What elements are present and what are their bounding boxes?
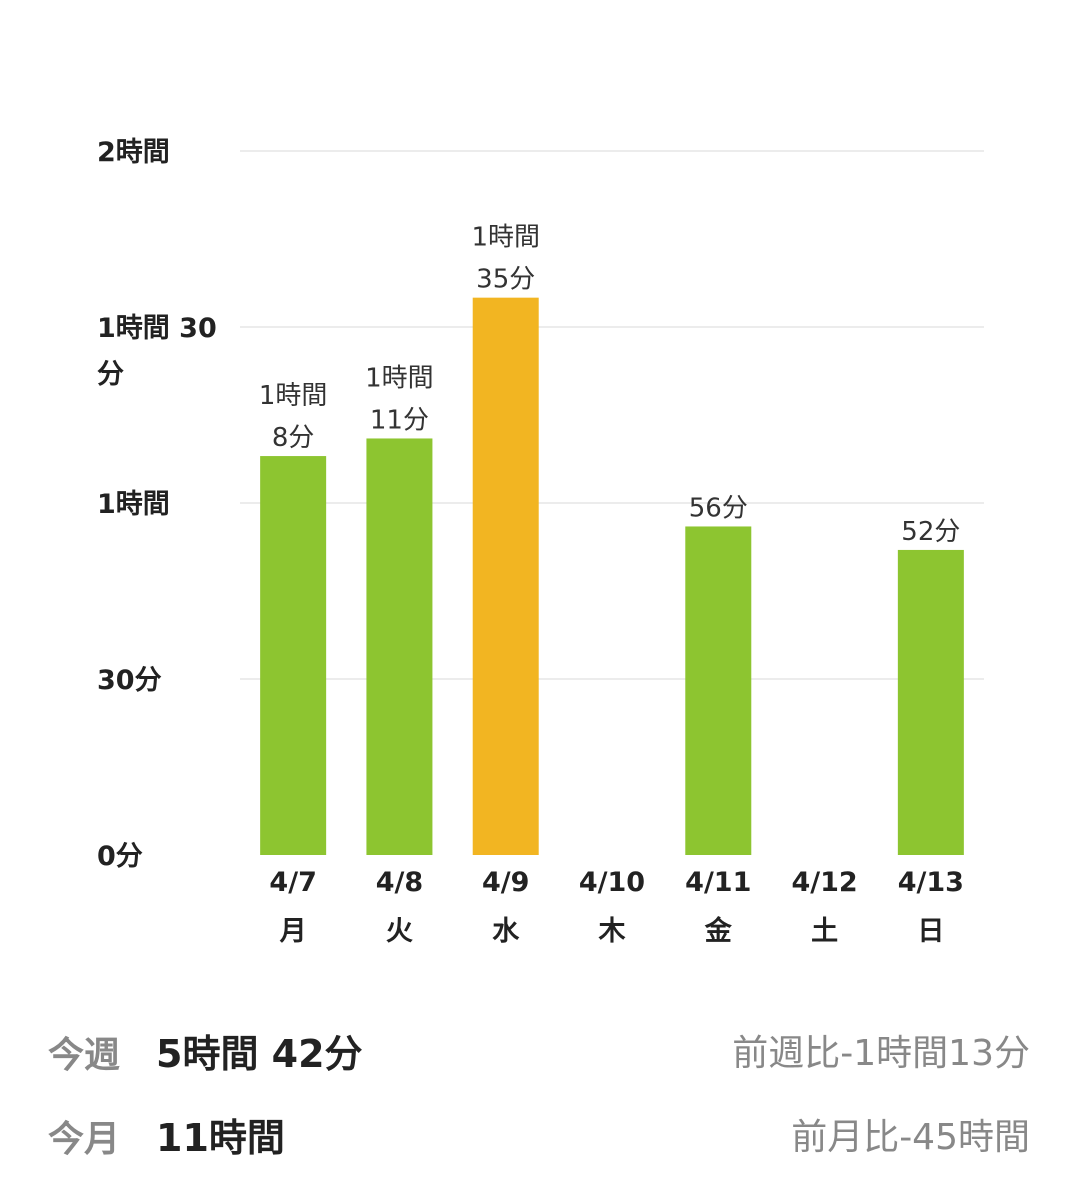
y-tick-label-line: 分 bbox=[97, 359, 124, 390]
bars bbox=[260, 297, 964, 856]
monthly-summary-label: 今月 bbox=[48, 1118, 121, 1160]
bar-value-label: 35分 bbox=[476, 265, 535, 295]
monthly-summary-row: 今月 11時間 前月比-45時間 bbox=[48, 1104, 1030, 1164]
x-tick-weekday: 金 bbox=[704, 915, 733, 947]
x-tick-weekday: 日 bbox=[917, 916, 944, 947]
bar bbox=[897, 549, 964, 855]
x-tick-weekday: 水 bbox=[492, 916, 520, 947]
y-tick-label: 0分 bbox=[97, 841, 143, 872]
monthly-comparison: 前月比-45時間 bbox=[791, 1117, 1030, 1158]
x-tick-weekday: 月 bbox=[279, 916, 307, 947]
monthly-summary-left: 今月 11時間 bbox=[48, 1107, 285, 1162]
x-tick-weekday: 火 bbox=[386, 916, 413, 947]
bar-value-labels: 1時間 8分 1時間 11分 1時間 35分 56分 52分 bbox=[259, 223, 961, 547]
bar-value-label: 56分 bbox=[689, 493, 748, 523]
weekly-total-value: 5時間 42分 bbox=[156, 1031, 363, 1076]
monthly-total-value: 11時間 bbox=[156, 1115, 285, 1160]
bar-value-label: 52分 bbox=[901, 517, 960, 547]
x-tick-weekday: 土 bbox=[811, 916, 838, 947]
bar bbox=[260, 456, 327, 855]
weekly-usage-chart: 2時間 1時間 30 分 1時間 30分 0分 1時間 8分 1時間 11分 1時間 35分 56分 5… bbox=[97, 137, 984, 947]
y-tick-label: 30分 bbox=[97, 665, 162, 696]
y-tick-label-line: 1時間 bbox=[97, 489, 170, 520]
x-tick-date: 4/10 bbox=[579, 867, 645, 898]
x-axis-ticks: 4/7 月 4/8 火 4/9 水 4/10 木 4/11 金 4/12 土 4/13 日 bbox=[269, 867, 964, 947]
y-tick-label: 1時間 bbox=[97, 489, 170, 520]
bar bbox=[366, 438, 433, 855]
x-tick-weekday: 木 bbox=[598, 916, 626, 947]
bar-value-label: 1時間 bbox=[259, 381, 328, 411]
x-tick-date: 4/11 bbox=[685, 867, 751, 898]
bar-value-label: 11分 bbox=[370, 405, 429, 435]
y-tick-label: 2時間 bbox=[97, 137, 170, 168]
y-tick-label-line: 1時間 30 bbox=[97, 313, 217, 344]
y-tick-label-line: 30分 bbox=[97, 665, 162, 696]
bar-value-label: 1時間 bbox=[365, 363, 434, 393]
y-tick-label-line: 2時間 bbox=[97, 137, 170, 168]
y-axis-ticks: 2時間 1時間 30 分 1時間 30分 0分 bbox=[97, 137, 217, 872]
bar bbox=[685, 526, 752, 855]
x-tick-date: 4/12 bbox=[791, 867, 857, 898]
x-tick-date: 4/7 bbox=[269, 867, 316, 898]
bar bbox=[472, 297, 539, 856]
y-tick-label-line: 0分 bbox=[97, 841, 143, 872]
bar-value-label: 8分 bbox=[272, 423, 315, 453]
weekly-summary-label: 今週 bbox=[48, 1034, 121, 1076]
weekly-comparison: 前週比-1時間13分 bbox=[732, 1033, 1030, 1074]
x-tick-date: 4/13 bbox=[898, 867, 964, 898]
y-tick-label: 1時間 30 分 bbox=[97, 313, 217, 390]
grid-lines bbox=[240, 150, 984, 680]
x-tick-date: 4/9 bbox=[482, 867, 529, 898]
weekly-summary-row: 今週 5時間 42分 前週比-1時間13分 bbox=[48, 1020, 1030, 1080]
bar-value-label: 1時間 bbox=[471, 223, 540, 253]
weekly-summary-left: 今週 5時間 42分 bbox=[48, 1023, 363, 1078]
x-tick-date: 4/8 bbox=[376, 867, 423, 898]
